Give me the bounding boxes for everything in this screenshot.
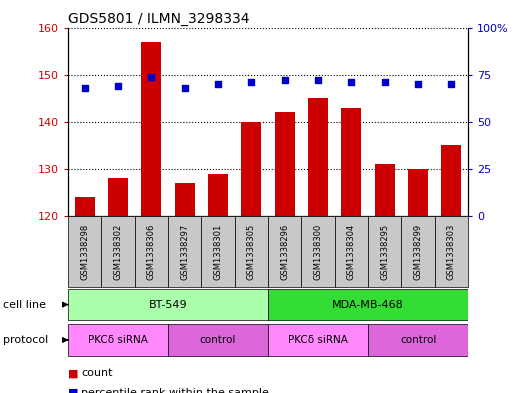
Bar <box>301 216 335 287</box>
Bar <box>268 324 368 356</box>
Text: cell line: cell line <box>3 299 46 310</box>
Text: ■: ■ <box>68 388 78 393</box>
Point <box>147 73 155 80</box>
Bar <box>268 288 468 320</box>
Bar <box>275 112 295 216</box>
Bar <box>141 42 161 216</box>
Point <box>381 79 389 85</box>
Point <box>447 81 456 87</box>
Bar <box>168 324 268 356</box>
Bar <box>108 178 128 216</box>
Text: protocol: protocol <box>3 335 48 345</box>
Text: GSM1338303: GSM1338303 <box>447 223 456 280</box>
Text: GSM1338296: GSM1338296 <box>280 223 289 280</box>
Bar <box>235 216 268 287</box>
Text: MDA-MB-468: MDA-MB-468 <box>332 299 404 310</box>
Bar <box>268 216 301 287</box>
Point <box>347 79 356 85</box>
Text: GDS5801 / ILMN_3298334: GDS5801 / ILMN_3298334 <box>68 13 249 26</box>
Text: GSM1338305: GSM1338305 <box>247 223 256 280</box>
Bar <box>402 216 435 287</box>
Text: PKCδ siRNA: PKCδ siRNA <box>88 335 148 345</box>
Text: PKCδ siRNA: PKCδ siRNA <box>288 335 348 345</box>
Point <box>214 81 222 87</box>
Bar <box>242 122 262 216</box>
Text: count: count <box>81 368 112 378</box>
Bar <box>68 324 168 356</box>
Bar <box>441 145 461 216</box>
Bar <box>435 216 468 287</box>
Bar <box>408 169 428 216</box>
Point <box>81 85 89 91</box>
Text: BT-549: BT-549 <box>149 299 187 310</box>
Bar <box>208 174 228 216</box>
Text: GSM1338298: GSM1338298 <box>80 223 89 280</box>
Point <box>114 83 122 89</box>
Text: percentile rank within the sample: percentile rank within the sample <box>81 388 269 393</box>
Bar <box>342 108 361 216</box>
Bar <box>201 216 235 287</box>
Bar <box>101 216 135 287</box>
Point <box>314 77 322 83</box>
Text: GSM1338295: GSM1338295 <box>380 224 389 279</box>
Bar <box>75 197 95 216</box>
Bar <box>335 216 368 287</box>
Point <box>247 79 256 85</box>
Point <box>414 81 422 87</box>
Bar <box>168 216 201 287</box>
Text: GSM1338304: GSM1338304 <box>347 223 356 280</box>
Text: GSM1338300: GSM1338300 <box>314 223 323 280</box>
Text: GSM1338297: GSM1338297 <box>180 223 189 280</box>
Point <box>180 85 189 91</box>
Bar <box>135 216 168 287</box>
Bar <box>368 216 402 287</box>
Text: GSM1338302: GSM1338302 <box>113 223 122 280</box>
Text: control: control <box>400 335 436 345</box>
Text: GSM1338299: GSM1338299 <box>414 224 423 279</box>
Text: GSM1338301: GSM1338301 <box>213 223 222 280</box>
Bar <box>374 164 395 216</box>
Point <box>280 77 289 83</box>
Bar <box>68 216 101 287</box>
Text: ■: ■ <box>68 368 78 378</box>
Text: GSM1338306: GSM1338306 <box>147 223 156 280</box>
Bar <box>368 324 468 356</box>
Text: control: control <box>200 335 236 345</box>
Bar <box>68 288 268 320</box>
Bar <box>175 183 195 216</box>
Bar <box>308 98 328 216</box>
